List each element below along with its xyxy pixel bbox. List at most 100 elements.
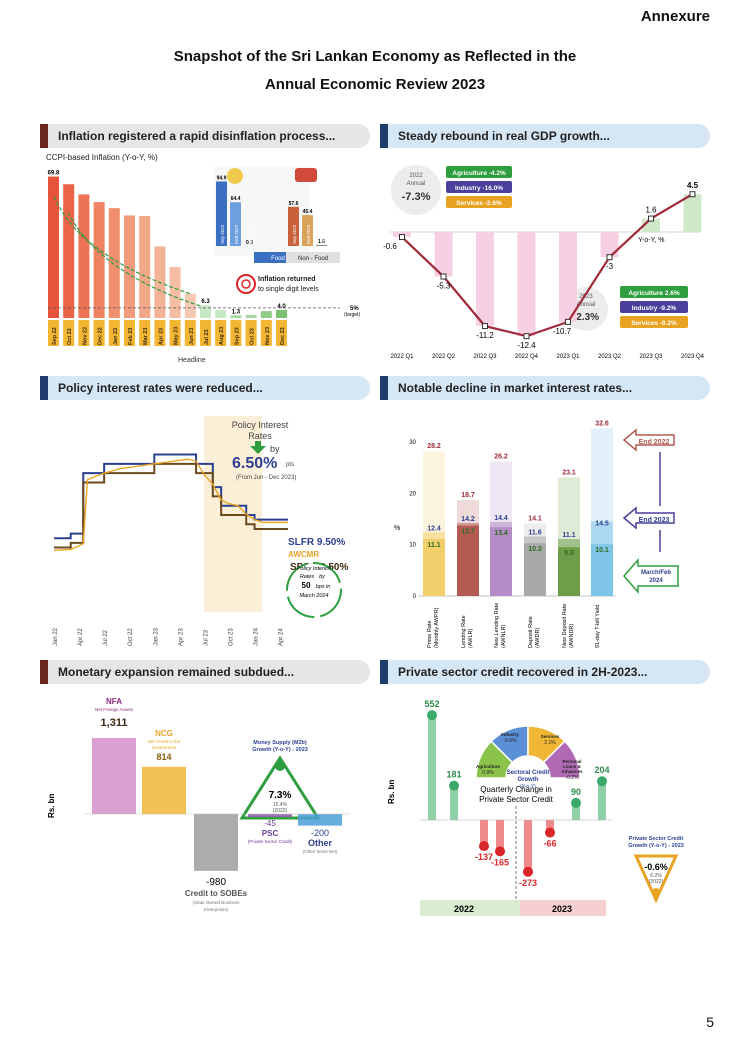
sector-2022-label: Services -2.6% xyxy=(456,200,502,207)
monetary-bar xyxy=(92,737,136,814)
inflation-bar xyxy=(108,208,120,318)
year-2023-label: 2023 xyxy=(552,904,572,914)
y-axis-label: Rs. bn xyxy=(387,779,396,804)
bar-cap xyxy=(479,841,489,852)
callout-line-1: Policy Interest xyxy=(232,420,289,430)
month-tick-label: Nov 23 xyxy=(265,327,271,345)
panel-header: Steady rebound in real GDP growth... xyxy=(380,124,710,148)
end2023-value: 14.2 xyxy=(461,516,475,523)
nonfood-value: 57.6 xyxy=(289,201,299,207)
month-tick-label: Jun 23 xyxy=(189,328,195,345)
gdp-point xyxy=(523,333,530,340)
nonfood-tick: End 2022 xyxy=(306,224,311,244)
march2024-value: 10.1 xyxy=(595,547,609,554)
gauge-segment-value: 2.1% xyxy=(544,740,556,746)
panel-header: Private sector credit recovered in 2H-20… xyxy=(380,660,710,684)
panel-title: Private sector credit recovered in 2H-20… xyxy=(398,665,648,679)
inflation-bar xyxy=(169,266,181,318)
money-supply-value: 7.3% xyxy=(269,790,292,801)
callout-line-1: Inflation returned xyxy=(258,276,316,283)
down-arrow-icon xyxy=(250,441,266,454)
month-tick-label: Apr 23 xyxy=(158,328,164,345)
inflation-bar xyxy=(48,176,59,318)
inflation-panel: Inflation registered a rapid disinflatio… xyxy=(40,124,370,368)
food-label-box xyxy=(254,252,302,263)
annual-2022-value: -7.3% xyxy=(402,191,431,203)
money-supply-triangle xyxy=(239,755,321,820)
gdp-value-label: 4.5 xyxy=(687,181,699,190)
sector-2023-badge xyxy=(620,301,688,313)
bar-cap xyxy=(523,866,533,877)
nonfood-value: 1.6 xyxy=(318,239,325,245)
category-tick-label: Lending Rate xyxy=(461,615,467,648)
money-supply-title-2: Growth (Y-o-Y) - 2023 xyxy=(252,747,308,753)
gdp-point xyxy=(482,323,488,330)
panel-title: Notable decline in market interest rates… xyxy=(398,381,633,395)
march2024-bar xyxy=(490,527,512,596)
gdp-value-label: -5.3 xyxy=(437,282,451,291)
market-rates-chart: % 0 10 20 30 End 2022 End 2023 March/Feb 20… xyxy=(394,421,679,648)
target-icon xyxy=(236,274,256,294)
nonfood-label-box xyxy=(286,252,340,263)
other-title: Other xyxy=(308,838,333,848)
sector-2022-badge xyxy=(446,196,512,208)
end2023-value: 11.1 xyxy=(562,532,575,539)
sector-2023-label: Services -0.2% xyxy=(631,320,677,327)
market-rates-panel: Notable decline in market interest rates… xyxy=(380,376,710,652)
monetary-chart: Rs. bn Money Supply (M2b) Growth (Y-o-Y)… xyxy=(47,697,350,912)
quarterly-title-2: Private Sector Credit xyxy=(479,795,554,804)
month-tick-label: Jul 23 xyxy=(204,329,210,345)
truck-icon xyxy=(295,168,317,182)
nfa-title: NFA xyxy=(106,697,122,706)
y-tick-label: 20 xyxy=(409,491,416,497)
note-line-2: Rates xyxy=(300,574,315,580)
nonfood-tick: End 2023 xyxy=(320,224,325,244)
credit-value-label: -165 xyxy=(491,857,509,867)
x-tick-label: Oct 23 xyxy=(229,628,235,646)
gdp-bar xyxy=(600,232,619,258)
annual-2022-badge xyxy=(391,165,441,215)
month-tick-label: Mar 23 xyxy=(143,328,149,345)
gauge-segment-label: Personal xyxy=(562,759,581,764)
callout-line-2: Rates xyxy=(248,431,272,441)
inflation-bar xyxy=(245,314,257,318)
bar-cap xyxy=(427,710,437,721)
note-line-5: bps in xyxy=(316,584,331,590)
money-supply-prev: 15.4% xyxy=(273,802,288,808)
panel-header: Inflation registered a rapid disinflatio… xyxy=(40,124,370,148)
panel-title: Steady rebound in real GDP growth... xyxy=(398,129,610,143)
month-label-box xyxy=(48,320,59,346)
gauge-title-2: Growth xyxy=(518,777,539,783)
panel-header: Notable decline in market interest rates… xyxy=(380,376,710,400)
psc-title: PSC xyxy=(262,829,279,838)
food-tick: Sep 2022 xyxy=(220,224,225,244)
gdp-point xyxy=(399,234,405,241)
end2023-value: 12.4 xyxy=(427,525,441,532)
page-title-line-1: Snapshot of the Sri Lankan Economy as Re… xyxy=(173,48,577,65)
psc-sub: (Private Sector Credit) xyxy=(248,839,293,844)
end2022-value: 28.2 xyxy=(427,443,441,450)
month-label-box xyxy=(154,320,166,346)
legend-end-2023: End 2023 xyxy=(639,517,670,524)
growth-title-2: Growth (Y-o-Y) - 2023 xyxy=(628,843,684,849)
gdp-bar xyxy=(559,232,577,322)
y-tick-label: 30 xyxy=(409,440,416,446)
monetary-bar xyxy=(142,766,186,814)
psc-growth-prev-year: (2022) xyxy=(649,879,664,885)
end2022-value: 23.1 xyxy=(562,469,576,476)
gdp-value-label: -0.6 xyxy=(383,242,397,251)
legend-march-line-1: March/Feb xyxy=(641,570,671,576)
month-tick-label: Jan 23 xyxy=(113,328,119,345)
category-tick-label: 91-day T-bill Yield xyxy=(595,605,601,648)
quarterly-title-1: Quarterly Change in xyxy=(480,785,552,794)
gauge-segment-label: Agriculture xyxy=(476,764,501,769)
other-sub: (Other Items Net) xyxy=(303,849,338,854)
policy-line-sdfr xyxy=(54,462,288,549)
month-label-box xyxy=(93,320,105,346)
other-value: -200 xyxy=(311,828,329,838)
sector-badges: Agriculture -4.2% Industry -16.0% Services… xyxy=(446,166,688,328)
march2024-bar xyxy=(558,547,580,596)
sector-2022-badge xyxy=(446,181,512,193)
gdp-value-label: -10.7 xyxy=(553,327,572,336)
